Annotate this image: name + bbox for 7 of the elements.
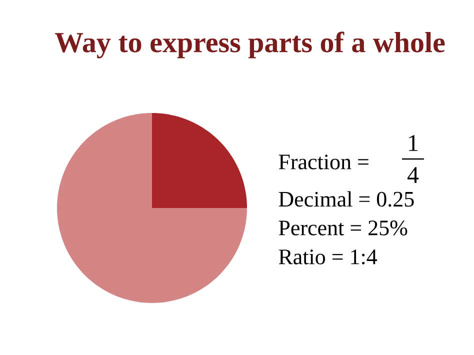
text: Percent = 25% <box>278 220 408 236</box>
text: 4 <box>407 167 419 183</box>
text: Decimal = 0.25 <box>278 191 414 207</box>
text: 1 <box>409 135 418 151</box>
text: Ratio = 1:4 <box>278 250 378 264</box>
chart-title: Way to express parts of a whole <box>54 32 445 58</box>
text: Fraction = <box>278 154 368 170</box>
